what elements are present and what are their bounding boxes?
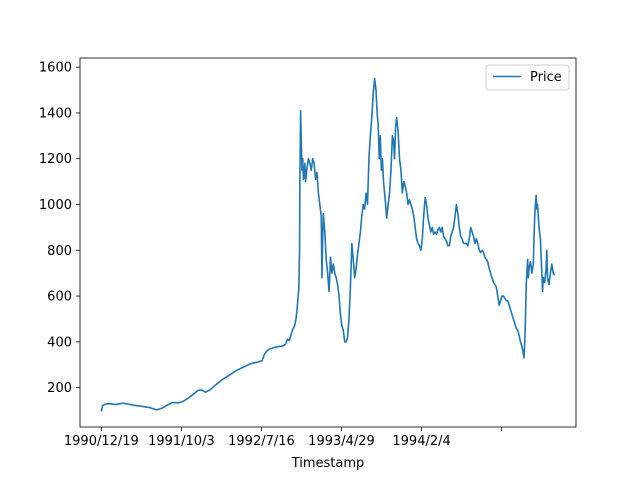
y-tick-label: 1200 <box>39 152 72 167</box>
x-tick-label: 1994/2/4 <box>392 434 450 449</box>
y-tick-label: 800 <box>47 244 72 259</box>
y-tick-label: 1000 <box>39 198 72 213</box>
axes-frame <box>79 57 577 428</box>
x-tick-label: 1992/7/16 <box>228 434 295 449</box>
legend-box <box>485 64 570 91</box>
x-axis-label: Timestamp <box>291 456 365 471</box>
y-tick-label: 1400 <box>39 106 72 121</box>
x-axis-ticks: 1990/12/19 1991/10/3 1992/7/16 1993/4/29 199… <box>64 427 503 449</box>
series-group <box>100 77 556 412</box>
y-tick-label: 400 <box>47 335 72 350</box>
plot-area <box>79 57 577 428</box>
y-tick-label: 200 <box>47 381 72 396</box>
y-tick-label: 1600 <box>39 61 72 76</box>
legend-label-price: Price <box>530 70 562 85</box>
x-tick-label: 1990/12/19 <box>64 434 139 449</box>
legend: Price <box>485 64 570 91</box>
y-axis-ticks: 200 400 600 800 1000 1200 1400 1600 <box>39 61 80 396</box>
x-tick-label: 1993/4/29 <box>308 434 375 449</box>
series-line-price <box>100 77 556 412</box>
y-tick-label: 600 <box>47 290 72 305</box>
x-tick-label: 1991/10/3 <box>148 434 215 449</box>
